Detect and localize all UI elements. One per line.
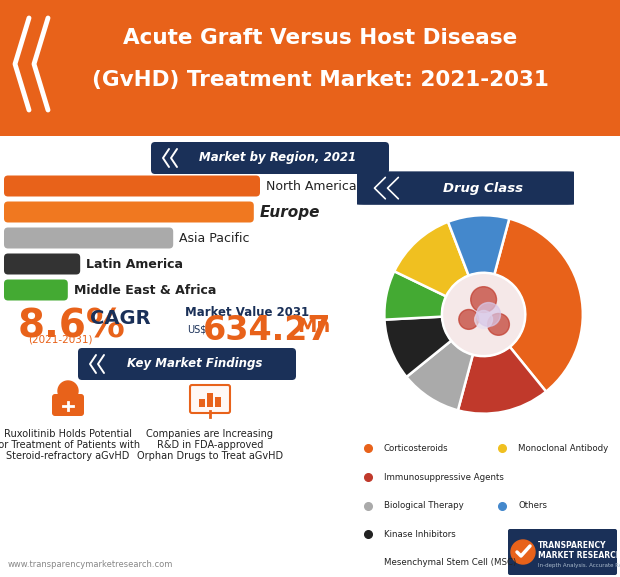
- Text: for Treatment of Patients with: for Treatment of Patients with: [0, 440, 141, 450]
- Text: Monoclonal Antibody: Monoclonal Antibody: [518, 444, 608, 453]
- FancyBboxPatch shape: [4, 279, 68, 301]
- Text: Orphan Drugs to Treat aGvHD: Orphan Drugs to Treat aGvHD: [137, 451, 283, 461]
- Text: In-depth Analysis. Accurate Results.: In-depth Analysis. Accurate Results.: [538, 563, 620, 568]
- Text: (GvHD) Treatment Market: 2021-2031: (GvHD) Treatment Market: 2021-2031: [92, 70, 549, 90]
- Text: Biological Therapy: Biological Therapy: [384, 501, 463, 510]
- Text: Asia Pacific: Asia Pacific: [179, 231, 250, 245]
- Circle shape: [487, 313, 510, 335]
- Text: 8.6%: 8.6%: [18, 307, 126, 345]
- Text: Ruxolitinib Holds Potential: Ruxolitinib Holds Potential: [4, 429, 132, 439]
- Text: Market by Region, 2021: Market by Region, 2021: [200, 152, 356, 164]
- Text: Market Value 2031: Market Value 2031: [185, 305, 309, 319]
- Text: MARKET RESEARCH: MARKET RESEARCH: [538, 550, 620, 560]
- Text: CAGR: CAGR: [90, 309, 151, 328]
- Text: North America: North America: [266, 179, 356, 193]
- FancyBboxPatch shape: [4, 201, 254, 223]
- Wedge shape: [384, 317, 451, 377]
- Wedge shape: [384, 271, 446, 320]
- Text: R&D in FDA-approved: R&D in FDA-approved: [157, 440, 263, 450]
- Circle shape: [442, 273, 525, 356]
- Text: Corticosteroids: Corticosteroids: [384, 444, 448, 453]
- Text: Steroid-refractory aGvHD: Steroid-refractory aGvHD: [6, 451, 130, 461]
- Text: www.transparencymarketresearch.com: www.transparencymarketresearch.com: [8, 560, 174, 569]
- Wedge shape: [394, 222, 469, 297]
- FancyBboxPatch shape: [0, 0, 620, 136]
- FancyBboxPatch shape: [4, 253, 80, 275]
- FancyBboxPatch shape: [190, 385, 230, 413]
- Circle shape: [471, 287, 497, 313]
- FancyBboxPatch shape: [4, 227, 173, 249]
- Circle shape: [459, 309, 479, 329]
- Text: Others: Others: [518, 501, 547, 510]
- Text: Key Market Findings: Key Market Findings: [127, 358, 263, 370]
- Circle shape: [58, 381, 78, 401]
- Text: Acute Graft Versus Host Disease: Acute Graft Versus Host Disease: [123, 28, 517, 48]
- Text: Drug Class: Drug Class: [443, 182, 523, 194]
- Circle shape: [475, 310, 492, 328]
- Wedge shape: [407, 340, 473, 410]
- Wedge shape: [494, 219, 583, 392]
- Text: Middle East & Africa: Middle East & Africa: [74, 283, 216, 297]
- FancyBboxPatch shape: [4, 175, 260, 197]
- Text: 634.27: 634.27: [203, 313, 332, 347]
- FancyBboxPatch shape: [215, 397, 221, 407]
- Text: (2021-2031): (2021-2031): [28, 335, 92, 345]
- Wedge shape: [458, 347, 546, 414]
- FancyBboxPatch shape: [199, 399, 205, 407]
- Text: Kinase Inhibitors: Kinase Inhibitors: [384, 530, 455, 538]
- FancyBboxPatch shape: [508, 529, 617, 575]
- Text: TRANSPARENCY: TRANSPARENCY: [538, 541, 606, 549]
- Text: Europe: Europe: [260, 204, 321, 219]
- Circle shape: [444, 275, 523, 354]
- FancyBboxPatch shape: [52, 394, 84, 416]
- FancyBboxPatch shape: [207, 393, 213, 407]
- FancyBboxPatch shape: [353, 171, 578, 205]
- FancyBboxPatch shape: [78, 348, 296, 380]
- Text: US$: US$: [187, 325, 206, 335]
- Text: Mn: Mn: [297, 317, 330, 335]
- Circle shape: [477, 302, 500, 327]
- Circle shape: [511, 540, 535, 564]
- Text: Immunosuppressive Agents: Immunosuppressive Agents: [384, 473, 503, 481]
- FancyBboxPatch shape: [151, 142, 389, 174]
- Text: Mesenchymal Stem Cell (MSC): Mesenchymal Stem Cell (MSC): [384, 558, 516, 567]
- Text: Latin America: Latin America: [86, 257, 183, 271]
- Wedge shape: [448, 215, 509, 276]
- Text: Companies are Increasing: Companies are Increasing: [146, 429, 273, 439]
